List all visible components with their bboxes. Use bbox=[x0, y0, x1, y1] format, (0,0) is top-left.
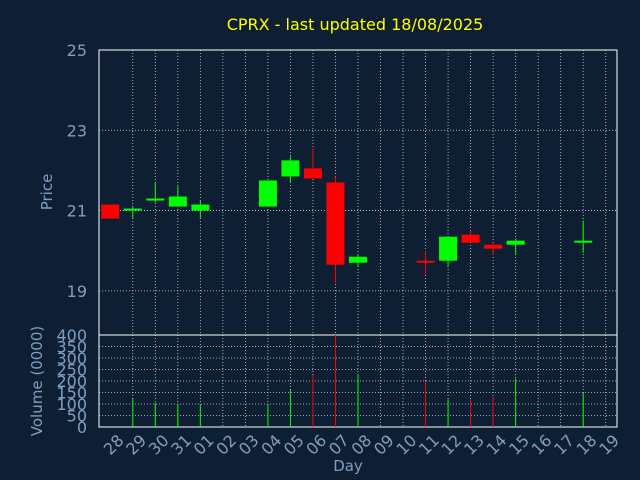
candle-body bbox=[303, 168, 322, 179]
candle-body bbox=[574, 240, 593, 243]
volume-tick-label: 350 bbox=[56, 338, 87, 357]
volume-tick-label: 300 bbox=[56, 349, 87, 368]
price-axis-label: Price bbox=[38, 174, 56, 211]
x-tick-label: 19 bbox=[595, 431, 623, 459]
candle-body bbox=[439, 236, 458, 261]
candle-body bbox=[281, 160, 300, 177]
candle-body bbox=[326, 182, 345, 265]
price-tick-label: 21 bbox=[67, 202, 87, 221]
candle-body bbox=[191, 204, 210, 211]
candle-body bbox=[461, 234, 480, 243]
volume-tick-label: 50 bbox=[67, 407, 87, 426]
candle-body bbox=[101, 204, 120, 219]
candle-body bbox=[506, 240, 525, 245]
volume-tick-label: 150 bbox=[56, 384, 87, 403]
volume-tick-label: 250 bbox=[56, 361, 87, 380]
chart-title: CPRX - last updated 18/08/2025 bbox=[227, 15, 484, 34]
volume-tick-label: 200 bbox=[56, 372, 87, 391]
candle-body bbox=[123, 208, 142, 211]
volume-tick-label: 400 bbox=[56, 326, 87, 345]
x-axis-label: Day bbox=[333, 457, 363, 475]
candle-body bbox=[258, 180, 277, 207]
x-axis: 2829303101020304050607080910111213141516… bbox=[100, 431, 623, 459]
candle-body bbox=[416, 260, 435, 263]
volume-tick-label: 100 bbox=[56, 395, 87, 414]
candle-body bbox=[349, 256, 367, 263]
candle-body bbox=[484, 244, 503, 249]
volume-axis-label: Volume (0000) bbox=[28, 326, 46, 436]
price-tick-label: 25 bbox=[67, 41, 87, 60]
candle-body bbox=[146, 198, 165, 201]
candle-body bbox=[168, 196, 187, 207]
volume-tick-label: 0 bbox=[77, 418, 87, 437]
price-panel: 19 21 23 25 bbox=[67, 41, 618, 336]
price-tick-label: 19 bbox=[67, 282, 87, 301]
price-tick-label: 23 bbox=[67, 121, 87, 140]
